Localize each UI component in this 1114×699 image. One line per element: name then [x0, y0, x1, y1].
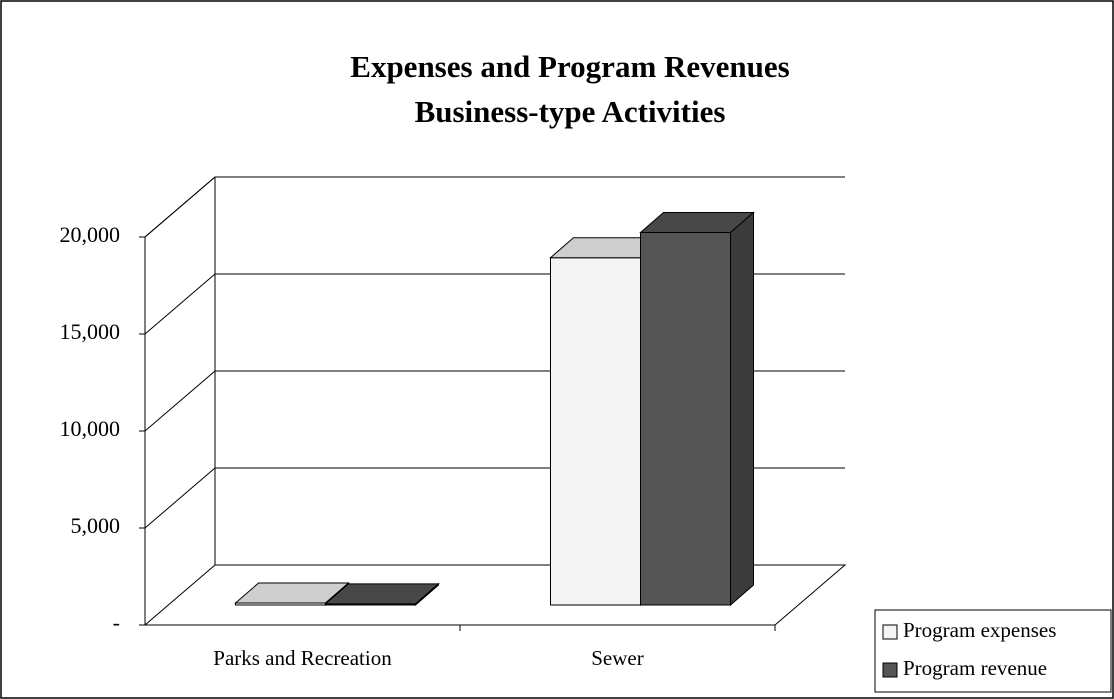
y-tick-label: 10,000 — [60, 416, 121, 441]
x-tick-label: Parks and Recreation — [213, 646, 392, 670]
legend-swatch — [882, 662, 898, 678]
legend-label: Program revenue — [903, 656, 1047, 680]
chart-title: Expenses and Program Revenues — [350, 49, 789, 84]
legend-label: Program expenses — [903, 618, 1056, 642]
bar-front — [640, 232, 731, 606]
legend-swatch — [882, 624, 898, 640]
bar — [639, 211, 755, 607]
x-tick-label: Sewer — [591, 646, 643, 670]
y-tick-label: - — [113, 610, 120, 635]
bar — [324, 582, 440, 607]
floor — [143, 564, 847, 626]
y-tick-label: 5,000 — [71, 513, 121, 538]
legend-box — [874, 609, 1112, 693]
y-tick-label: 20,000 — [60, 222, 121, 247]
bar-side — [415, 582, 439, 607]
bar-front — [550, 257, 641, 606]
grid-line-side — [144, 467, 216, 529]
grid-line-side — [144, 273, 216, 335]
grid-line-side — [144, 370, 216, 432]
bar-side — [730, 211, 754, 607]
chart-subtitle: Business-type Activities — [415, 94, 726, 129]
grid-line — [144, 176, 845, 238]
grid-line-side — [144, 176, 216, 238]
y-tick-label: 15,000 — [60, 319, 121, 344]
